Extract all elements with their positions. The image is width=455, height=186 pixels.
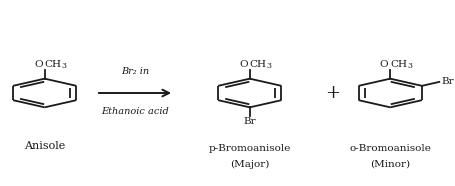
Text: CH: CH (250, 60, 267, 69)
Text: CH: CH (390, 60, 407, 69)
Text: o-Bromoanisole: o-Bromoanisole (349, 144, 431, 153)
Text: Anisole: Anisole (24, 141, 66, 150)
Text: 3: 3 (61, 62, 66, 70)
Text: O: O (34, 60, 43, 69)
Text: 3: 3 (267, 62, 272, 70)
Text: CH: CH (45, 60, 62, 69)
Text: O: O (239, 60, 248, 69)
Text: Ethanoic acid: Ethanoic acid (101, 107, 169, 116)
Text: p-Bromoanisole: p-Bromoanisole (208, 144, 291, 153)
Text: (Minor): (Minor) (370, 160, 410, 169)
Text: Br₂ in: Br₂ in (121, 67, 149, 76)
Text: +: + (325, 84, 340, 102)
Text: Br: Br (441, 77, 454, 86)
Text: (Major): (Major) (230, 160, 269, 169)
Text: Br: Br (243, 117, 256, 126)
Text: O: O (380, 60, 389, 69)
Text: 3: 3 (407, 62, 412, 70)
